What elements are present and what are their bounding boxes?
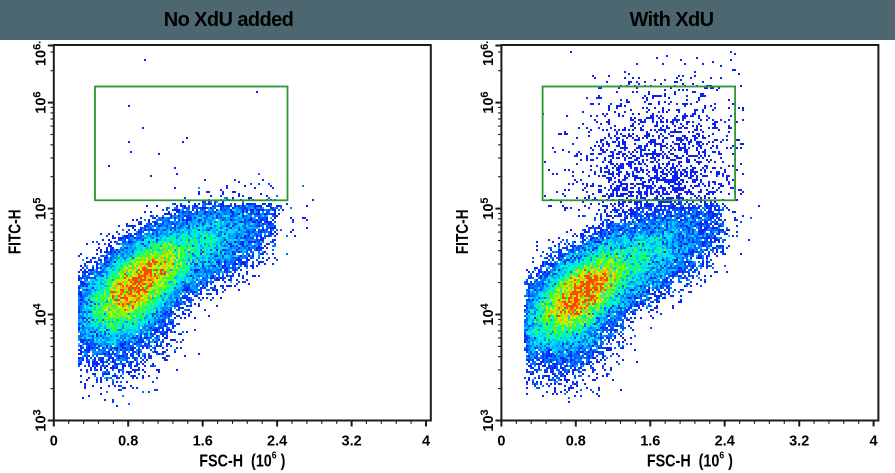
svg-text:1.6: 1.6	[193, 434, 213, 450]
svg-text:105: 105	[31, 197, 49, 219]
svg-text:1.6: 1.6	[640, 434, 660, 450]
svg-text:FSC-H (106 ): FSC-H (106 )	[647, 450, 733, 471]
svg-text:0.8: 0.8	[118, 434, 138, 450]
svg-text:2.4: 2.4	[267, 434, 287, 450]
svg-text:106.: 106.	[31, 41, 49, 66]
svg-text:FITC-H: FITC-H	[6, 209, 25, 254]
svg-text:3.2: 3.2	[789, 434, 809, 450]
svg-text:106: 106	[479, 91, 497, 113]
svg-text:106: 106	[31, 91, 49, 113]
svg-text:FSC-H (106 ): FSC-H (106 )	[199, 450, 285, 471]
svg-text:4: 4	[870, 434, 878, 450]
svg-text:0: 0	[497, 434, 505, 450]
svg-text:3.2: 3.2	[342, 434, 362, 450]
svg-text:FITC-H: FITC-H	[453, 209, 472, 254]
svg-text:106.: 106.	[479, 41, 497, 66]
svg-text:103: 103	[479, 409, 497, 431]
svg-text:104: 104	[479, 302, 497, 325]
svg-text:104: 104	[31, 302, 49, 325]
svg-text:0.8: 0.8	[566, 434, 586, 450]
svg-text:0: 0	[50, 434, 58, 450]
svg-text:105: 105	[479, 197, 497, 219]
svg-text:4: 4	[422, 434, 430, 450]
svg-text:2.4: 2.4	[715, 434, 735, 450]
svg-text:103: 103	[31, 409, 49, 431]
